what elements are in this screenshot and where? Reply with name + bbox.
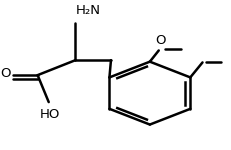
Text: HO: HO	[40, 108, 60, 121]
Text: O: O	[156, 34, 166, 47]
Text: O: O	[0, 67, 11, 80]
Text: H₂N: H₂N	[75, 4, 100, 17]
